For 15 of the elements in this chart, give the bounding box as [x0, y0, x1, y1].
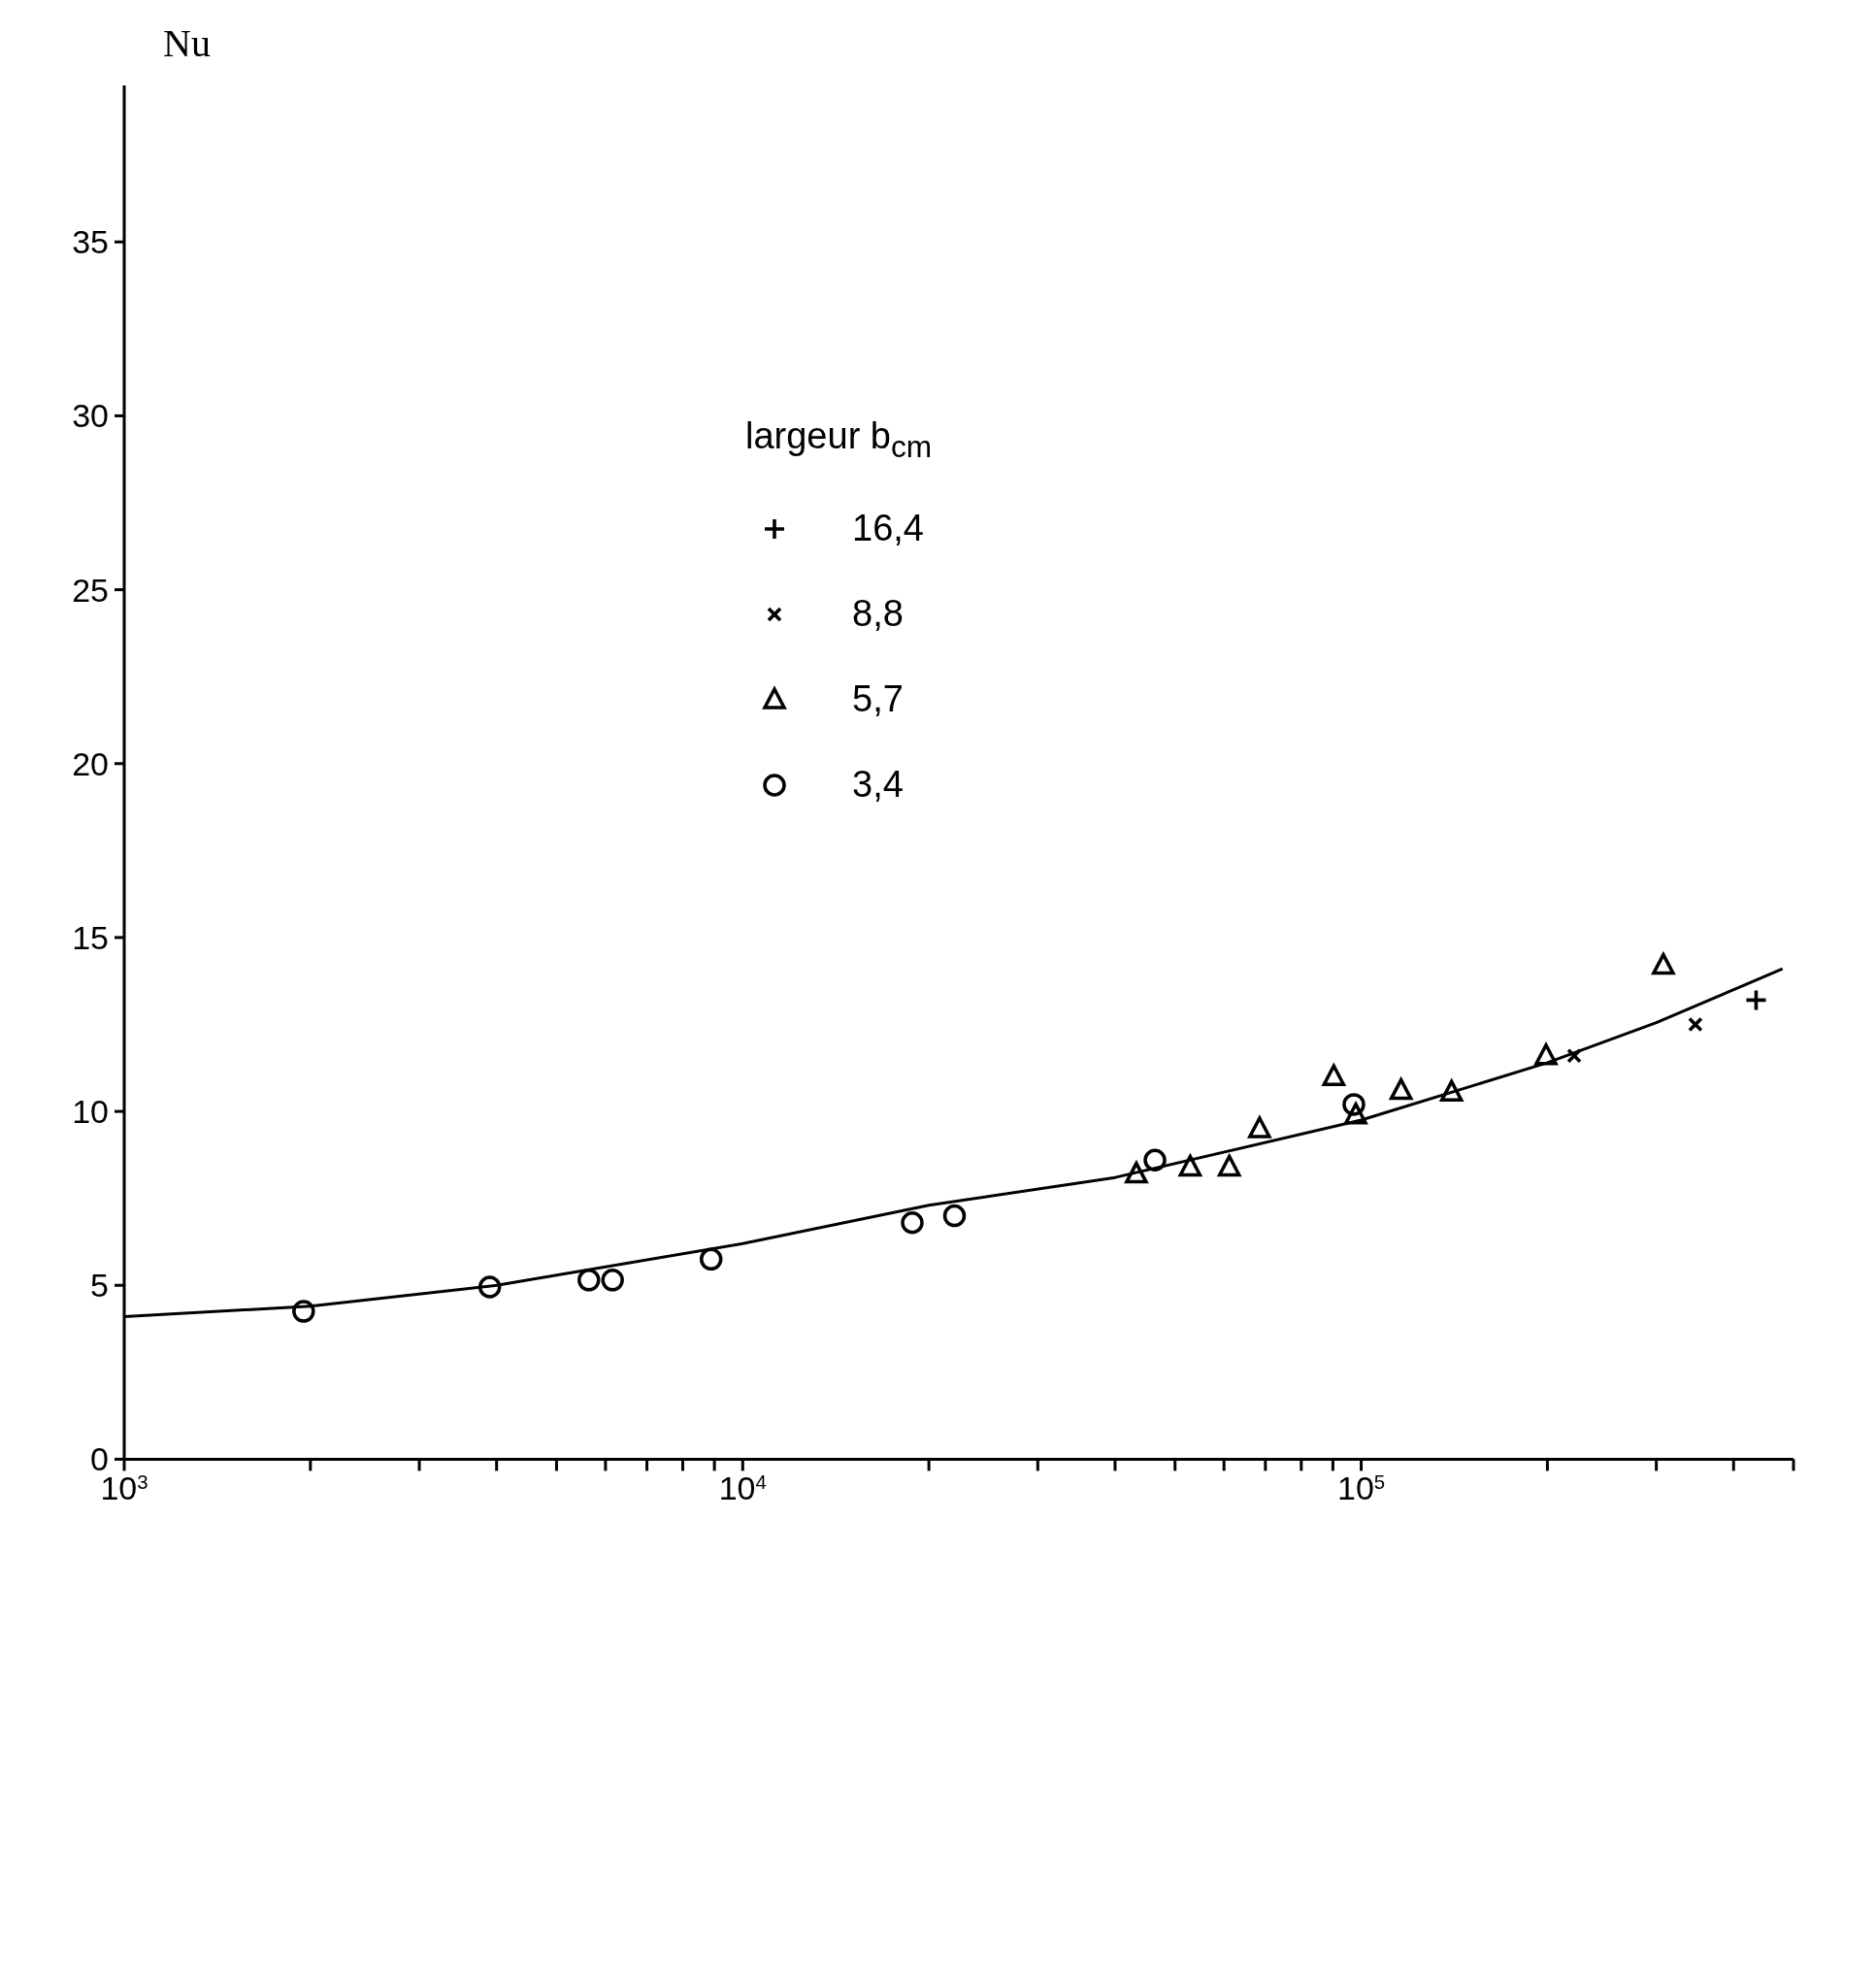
y-tick-label: 10	[72, 1093, 109, 1131]
y-tick-label: 20	[72, 744, 109, 782]
legend-title: largeur b$_{cm}$	[745, 415, 933, 465]
y-tick-label: 25	[72, 571, 109, 609]
y-tick-label: 15	[72, 918, 109, 956]
y-tick-label: 35	[72, 223, 109, 261]
y-tick-label: 5	[90, 1267, 109, 1304]
legend-label: 5,7	[852, 678, 904, 721]
x-tick-label: 10$^{5}$	[1336, 1469, 1386, 1507]
y-tick-label: 30	[72, 397, 109, 435]
legend-label: 16,4	[852, 508, 924, 550]
legend-label: 3,4	[852, 764, 904, 807]
legend-label: 8,8	[852, 593, 904, 636]
x-tick-label: 10$^{4}$	[718, 1469, 767, 1507]
y-axis-title: Nu	[163, 21, 211, 65]
